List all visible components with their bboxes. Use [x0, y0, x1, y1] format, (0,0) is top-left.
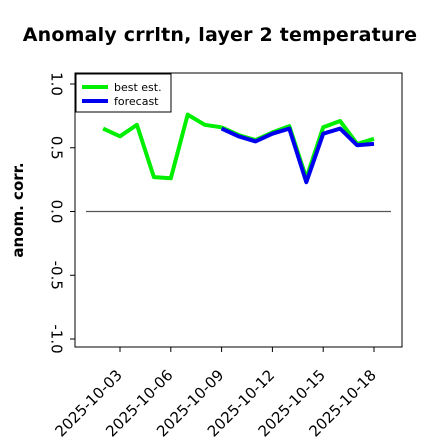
y-tick-label: -1.0 — [48, 324, 66, 353]
series-line-best-est — [102, 112, 222, 181]
y-tick-label: 0.0 — [48, 200, 66, 224]
series-line-forecast — [220, 126, 375, 185]
legend-label: forecast — [114, 95, 159, 108]
chart-title: Anomaly crrltn, layer 2 temperature — [22, 24, 418, 46]
y-tick-label: -0.5 — [48, 261, 66, 290]
plot-frame — [74, 72, 403, 348]
legend-label: best est. — [114, 81, 162, 94]
y-tick-label: 0.5 — [48, 136, 66, 160]
legend-box — [75, 73, 172, 113]
y-tick-label: 1.0 — [48, 72, 66, 96]
